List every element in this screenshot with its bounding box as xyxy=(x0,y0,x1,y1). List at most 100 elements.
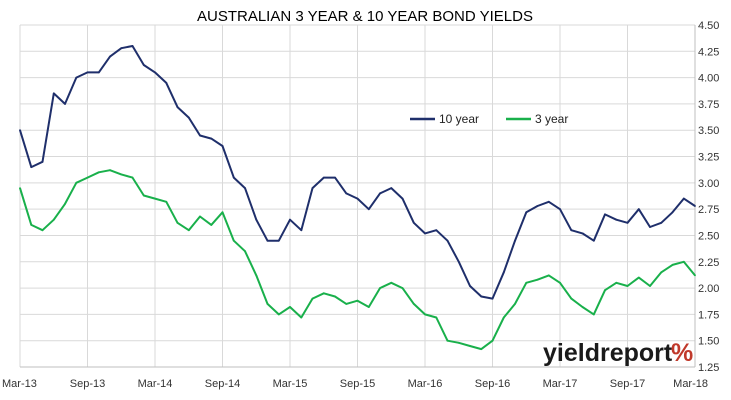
data-point xyxy=(514,239,516,242)
x-tick-label: Mar-15 xyxy=(273,378,308,390)
data-point xyxy=(210,224,213,226)
data-point xyxy=(570,229,573,232)
data-point xyxy=(41,160,44,163)
x-tick-label: Sep-16 xyxy=(475,378,510,390)
data-point xyxy=(424,313,426,316)
x-tick-label: Sep-13 xyxy=(70,378,105,390)
data-point xyxy=(682,260,685,263)
data-point xyxy=(266,239,269,242)
data-point xyxy=(75,76,78,79)
data-point xyxy=(97,171,100,174)
data-point xyxy=(277,313,280,316)
data-point xyxy=(367,306,370,308)
data-point xyxy=(581,306,584,308)
data-point xyxy=(514,303,516,305)
data-point xyxy=(86,176,89,179)
y-tick-label: 1.50 xyxy=(698,336,719,348)
data-point xyxy=(255,218,258,221)
data-point xyxy=(570,297,573,300)
data-point xyxy=(615,281,618,284)
data-point xyxy=(97,71,100,74)
data-point xyxy=(660,271,663,274)
data-point xyxy=(322,292,325,295)
data-point xyxy=(221,145,224,147)
data-point xyxy=(277,239,280,242)
data-point xyxy=(469,285,471,287)
data-point xyxy=(637,276,640,279)
data-point xyxy=(142,194,145,197)
data-point xyxy=(232,176,235,179)
y-tick-label: 4.00 xyxy=(698,73,719,85)
data-point xyxy=(694,205,696,207)
y-tick-label: 3.50 xyxy=(698,125,719,137)
data-point xyxy=(536,278,539,281)
data-point xyxy=(694,274,696,277)
gridlines xyxy=(19,24,696,368)
data-point xyxy=(322,176,325,179)
data-point xyxy=(244,250,246,253)
data-point xyxy=(165,82,168,84)
data-point xyxy=(300,316,303,319)
data-point xyxy=(131,45,134,47)
data-point xyxy=(649,285,651,287)
x-tick-label: Mar-17 xyxy=(543,378,578,390)
data-point xyxy=(19,129,21,132)
data-point xyxy=(187,229,190,232)
data-point xyxy=(52,92,55,95)
data-point xyxy=(660,221,663,224)
data-point xyxy=(559,208,561,211)
y-tick-label: 3.25 xyxy=(698,152,719,164)
data-point xyxy=(199,215,201,218)
data-point xyxy=(379,287,381,289)
data-point xyxy=(412,221,415,224)
data-point xyxy=(491,297,494,300)
data-point xyxy=(480,348,483,350)
data-point xyxy=(142,64,145,66)
data-point xyxy=(41,229,44,232)
data-point xyxy=(412,303,415,305)
x-tick-label: Mar-13 xyxy=(2,378,37,390)
data-point xyxy=(334,176,336,179)
data-point xyxy=(682,197,685,200)
data-point xyxy=(547,274,550,277)
data-point xyxy=(649,226,651,228)
data-point xyxy=(30,224,33,226)
y-tick-label: 1.75 xyxy=(698,309,719,321)
x-tick-label: Sep-15 xyxy=(340,378,375,390)
data-point xyxy=(334,295,336,298)
y-tick-label: 3.75 xyxy=(698,99,719,111)
data-point xyxy=(592,313,595,316)
percent-icon: % xyxy=(671,339,693,367)
data-point xyxy=(581,232,584,235)
data-point xyxy=(435,316,438,319)
data-point xyxy=(626,221,629,224)
data-point xyxy=(187,116,190,119)
data-point xyxy=(480,295,483,298)
data-point xyxy=(120,173,123,176)
data-point xyxy=(446,239,449,242)
data-point xyxy=(289,306,291,308)
data-point xyxy=(30,166,33,169)
x-tick-label: Sep-17 xyxy=(610,378,645,390)
x-tick-label: Mar-16 xyxy=(408,378,443,390)
data-point xyxy=(356,197,359,200)
data-point xyxy=(435,229,438,232)
data-point xyxy=(457,260,460,263)
data-point xyxy=(255,274,258,277)
y-tick-label: 4.25 xyxy=(698,46,719,58)
data-point xyxy=(289,218,291,221)
data-point xyxy=(356,299,359,302)
data-point xyxy=(345,192,348,195)
legend-label: 3 year xyxy=(535,112,568,126)
y-tick-label: 2.50 xyxy=(698,230,719,242)
data-point xyxy=(469,345,471,347)
data-point xyxy=(345,303,348,305)
data-point xyxy=(300,229,303,232)
data-point xyxy=(390,281,393,284)
data-point xyxy=(615,218,618,221)
data-point xyxy=(592,239,595,242)
data-point xyxy=(401,287,404,289)
data-point xyxy=(120,47,123,50)
x-tick-label: Mar-14 xyxy=(138,378,173,390)
